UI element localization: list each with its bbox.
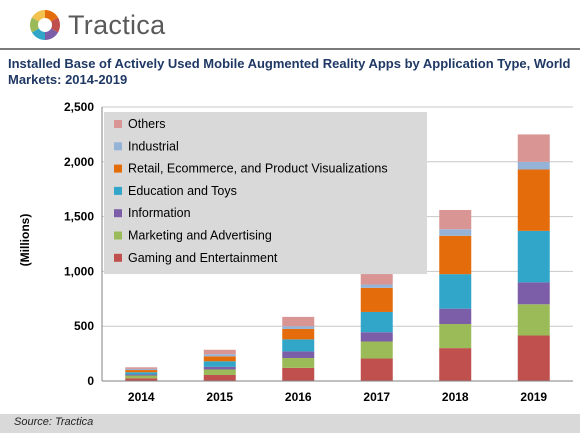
bar-segment [439, 324, 472, 349]
y-tick-label: 1,000 [64, 264, 94, 278]
x-tick-label: 2019 [520, 390, 547, 404]
source-text: Source: Tractica [14, 416, 94, 428]
bar-segment [282, 326, 315, 329]
x-tick-label: 2017 [363, 390, 390, 404]
brand-header: Tractica [28, 8, 165, 42]
y-tick-label: 0 [87, 374, 94, 388]
legend-item-label: Others [128, 117, 166, 131]
bar-segment [125, 368, 158, 371]
bars [125, 134, 550, 381]
bar-segment [125, 370, 158, 373]
x-tick-label: 2016 [285, 390, 312, 404]
y-tick-label: 500 [74, 319, 94, 333]
x-axis: 2014 2015 2016 2017 2018 2019 [102, 380, 573, 404]
brand-name: Tractica [68, 9, 166, 40]
y-axis: 0 500 1,000 1,500 2,000 2,500 [64, 100, 103, 388]
legend: Others Industrial Retail, Ecommerce, and P… [104, 112, 427, 275]
y-tick-label: 2,500 [64, 100, 94, 114]
legend-swatch [114, 253, 122, 262]
bar-segment [203, 349, 236, 355]
bar-segment [282, 316, 315, 327]
bar-segment [203, 369, 236, 375]
source-bar: Source: Tractica [0, 414, 580, 433]
y-tick-label: 2,000 [64, 155, 94, 169]
tractica-logo-icon [29, 9, 61, 41]
bar-segment [360, 332, 393, 342]
legend-swatch [114, 164, 122, 173]
bar-segment [517, 304, 550, 336]
bar-segment [517, 335, 550, 381]
legend-item-label: Education and Toys [128, 184, 237, 198]
bar-segment [203, 361, 236, 367]
legend-swatch [114, 142, 122, 151]
legend-background [104, 112, 427, 275]
chart-title: Installed Base of Actively Used Mobile A… [8, 56, 571, 87]
bar-segment [439, 235, 472, 275]
bar-segment [125, 374, 158, 376]
bar-segment [203, 354, 236, 357]
bar-segment [360, 311, 393, 333]
bar-segment [282, 339, 315, 352]
bar-segment [203, 366, 236, 370]
legend-swatch [114, 120, 122, 128]
bar-segment [360, 271, 393, 285]
bar-segment [282, 328, 315, 340]
bar-segment [203, 356, 236, 362]
bar-segment [439, 348, 472, 381]
bar-segment [517, 282, 550, 305]
bar-segment [360, 358, 393, 381]
bar-segment [439, 229, 472, 236]
bar-segment [517, 134, 550, 162]
legend-item-label: Marketing and Advertising [128, 229, 272, 243]
x-tick-label: 2015 [206, 390, 233, 404]
bar-segment [125, 367, 158, 369]
bar-segment [282, 351, 315, 358]
bar-segment [360, 284, 393, 288]
bar-segment [282, 367, 315, 381]
bar-segment [282, 357, 315, 368]
bar-segment [517, 169, 550, 231]
bar-segment [125, 372, 158, 375]
bar-segment [360, 287, 393, 312]
legend-swatch [114, 231, 122, 240]
x-tick-label: 2014 [128, 390, 155, 404]
legend-item-label: Industrial [128, 139, 179, 153]
y-tick-label: 1,500 [64, 210, 94, 224]
bar-segment [125, 378, 158, 381]
legend-item-label: Information [128, 206, 191, 220]
legend-swatch [114, 186, 122, 195]
legend-item-label: Gaming and Entertainment [128, 251, 278, 265]
bar-segment [439, 210, 472, 230]
bar-segment [125, 375, 158, 379]
bar-segment [517, 230, 550, 283]
bar-segment [517, 161, 550, 170]
bar-segment [203, 374, 236, 381]
bar-segment [439, 274, 472, 309]
x-tick-label: 2018 [442, 390, 469, 404]
bar-segment [360, 341, 393, 359]
legend-swatch [114, 209, 122, 218]
legend-item-label: Retail, Ecommerce, and Product Visualiza… [128, 162, 388, 176]
header-divider [0, 48, 580, 50]
bar-segment [439, 308, 472, 325]
y-axis-label: (Millions) [18, 214, 32, 267]
